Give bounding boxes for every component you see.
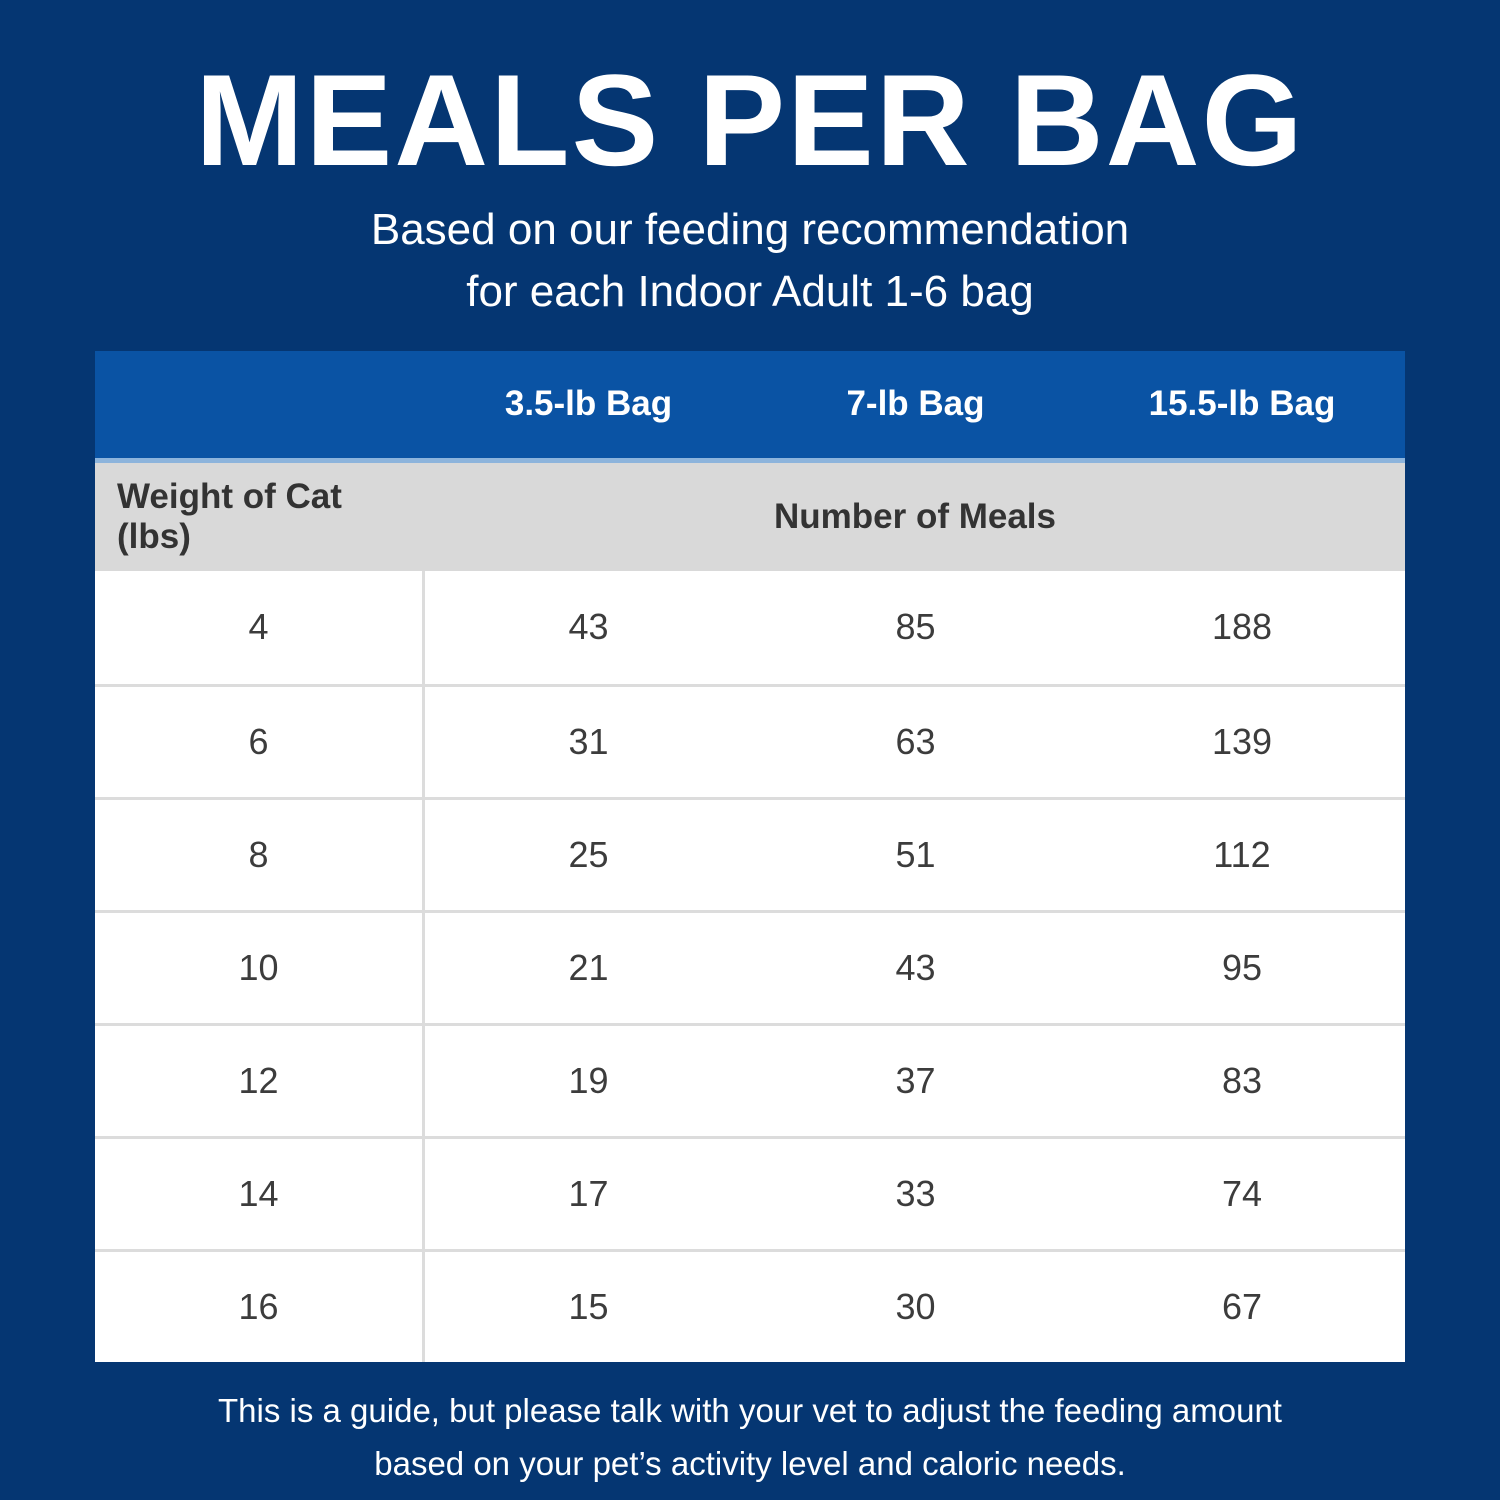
meals-per-bag-table: 3.5-lb Bag 7-lb Bag 15.5-lb Bag Weight o… xyxy=(95,350,1405,1362)
meals-cell: 31 xyxy=(568,720,609,762)
weight-cell: 16 xyxy=(95,1251,425,1362)
header-bag-3-5lb: 3.5-lb Bag xyxy=(504,384,673,423)
meals-cell: 15 xyxy=(568,1285,609,1327)
subtitle-line-1: Based on our feeding recommendation xyxy=(370,204,1130,254)
meals-cell: 33 xyxy=(895,1172,936,1214)
meals-cell: 17 xyxy=(568,1172,609,1214)
meals-cell: 139 xyxy=(1211,720,1273,762)
meals-cell: 30 xyxy=(895,1285,936,1327)
footer-line-1: This is a guide, but please talk with yo… xyxy=(218,1391,1282,1429)
meals-cell: 112 xyxy=(1213,833,1271,875)
meals-cell: 51 xyxy=(895,833,936,875)
meals-cell: 43 xyxy=(568,606,609,647)
table-row: 12 19 37 83 xyxy=(95,1022,1405,1136)
meals-cell: 43 xyxy=(895,946,936,988)
footer-note: This is a guide, but please talk with yo… xyxy=(218,1384,1282,1490)
meals-cell: 67 xyxy=(1221,1285,1263,1327)
table-header-row: 3.5-lb Bag 7-lb Bag 15.5-lb Bag xyxy=(95,350,1405,463)
table-row: 10 21 43 95 xyxy=(95,909,1405,1023)
meals-cell: 63 xyxy=(895,720,936,762)
weight-cell: 12 xyxy=(95,1025,425,1136)
table-row: 4 43 85 188 xyxy=(95,570,1405,684)
subtitle-line-2: for each Indoor Adult 1-6 bag xyxy=(466,266,1034,316)
meals-cell: 25 xyxy=(568,833,609,875)
header-bag-7lb: 7-lb Bag xyxy=(846,384,985,423)
meals-cell: 95 xyxy=(1221,946,1263,988)
meals-cell: 21 xyxy=(568,946,609,988)
subtitle: Based on our feeding recommendation for … xyxy=(371,199,1129,323)
weight-of-cat-header: Weight of Cat (lbs) xyxy=(117,476,342,556)
table-row: 6 31 63 139 xyxy=(95,683,1405,797)
meals-cell: 188 xyxy=(1211,606,1273,647)
table-subheader-row: Weight of Cat (lbs) Number of Meals xyxy=(95,462,1405,571)
meals-cell: 19 xyxy=(568,1059,609,1101)
meals-cell: 85 xyxy=(895,606,936,647)
weight-cell: 10 xyxy=(95,912,425,1023)
weight-cell: 14 xyxy=(95,1138,425,1249)
header-bag-15-5lb: 15.5-lb Bag xyxy=(1148,384,1336,423)
meals-cell: 83 xyxy=(1221,1059,1263,1101)
weight-cell: 8 xyxy=(95,799,425,910)
footer-line-2: based on your pet’s activity level and c… xyxy=(374,1444,1126,1482)
table-row: 16 15 30 67 xyxy=(95,1248,1405,1362)
page-title: MEALS PER BAG xyxy=(195,47,1305,193)
weight-cell: 4 xyxy=(95,570,425,684)
meals-cell: 74 xyxy=(1221,1172,1263,1214)
table-body: 4 43 85 188 6 31 63 139 8 25 51 112 10 21 43 95 12 19 37 83… xyxy=(95,570,1405,1362)
meals-cell: 37 xyxy=(895,1059,936,1101)
table-row: 14 17 33 74 xyxy=(95,1135,1405,1249)
table-row: 8 25 51 112 xyxy=(95,796,1405,910)
weight-cell: 6 xyxy=(95,686,425,797)
number-of-meals-header: Number of Meals xyxy=(774,496,1056,536)
